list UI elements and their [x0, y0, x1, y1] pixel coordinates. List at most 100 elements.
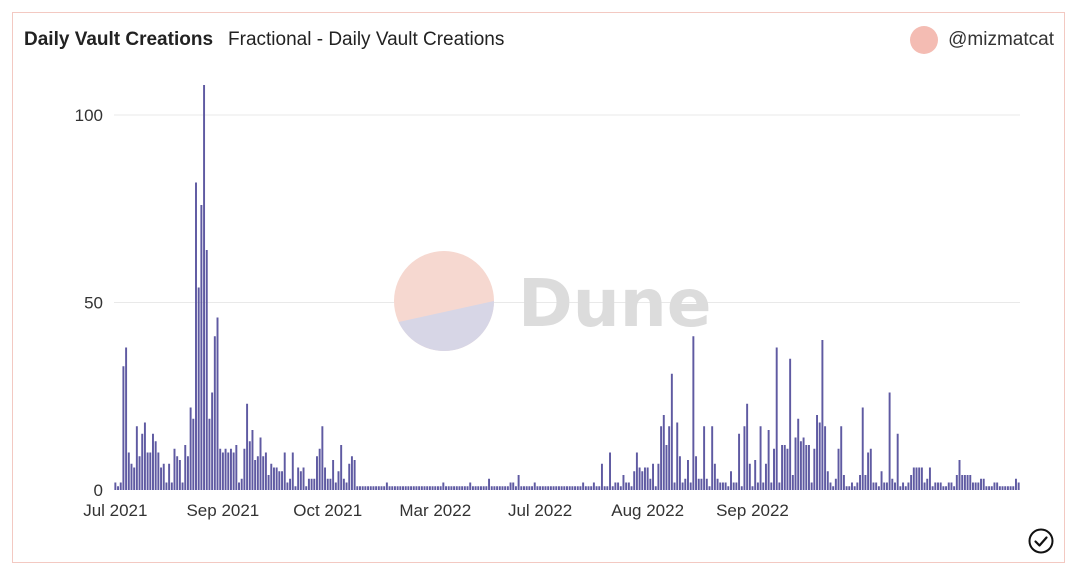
bar[interactable]	[506, 486, 509, 490]
bar[interactable]	[697, 478, 700, 490]
bar[interactable]	[713, 463, 716, 490]
bar[interactable]	[888, 392, 891, 491]
bar[interactable]	[641, 471, 644, 490]
bar[interactable]	[824, 426, 827, 490]
bar[interactable]	[388, 486, 391, 490]
bar[interactable]	[633, 471, 636, 490]
bar[interactable]	[867, 452, 870, 491]
bar[interactable]	[810, 482, 813, 491]
bar[interactable]	[439, 486, 442, 490]
bar[interactable]	[703, 426, 706, 490]
bar[interactable]	[539, 486, 542, 490]
bar[interactable]	[453, 486, 456, 490]
bar[interactable]	[600, 463, 603, 490]
bar[interactable]	[356, 486, 359, 490]
bar[interactable]	[466, 486, 469, 490]
bar[interactable]	[130, 463, 133, 490]
bar[interactable]	[369, 486, 372, 490]
bar[interactable]	[294, 486, 297, 490]
bar[interactable]	[756, 482, 759, 491]
bar[interactable]	[894, 482, 896, 491]
bar[interactable]	[576, 486, 579, 490]
bar[interactable]	[859, 475, 862, 490]
bar[interactable]	[533, 482, 536, 491]
bar[interactable]	[442, 482, 445, 491]
bar[interactable]	[584, 486, 587, 490]
bar[interactable]	[668, 426, 671, 490]
bar[interactable]	[864, 475, 867, 490]
bar[interactable]	[135, 426, 138, 490]
bar[interactable]	[939, 482, 942, 491]
bar[interactable]	[168, 463, 171, 490]
bar[interactable]	[635, 452, 638, 491]
bar[interactable]	[463, 486, 466, 490]
bar[interactable]	[117, 486, 119, 490]
bar[interactable]	[1012, 486, 1015, 490]
bar[interactable]	[926, 478, 929, 490]
bar[interactable]	[431, 486, 434, 490]
bar[interactable]	[1017, 482, 1020, 491]
bar[interactable]	[848, 486, 851, 490]
bar[interactable]	[235, 445, 238, 490]
bar[interactable]	[861, 407, 864, 491]
bar[interactable]	[278, 471, 281, 490]
bar[interactable]	[845, 486, 848, 490]
bar[interactable]	[853, 486, 856, 490]
bar[interactable]	[243, 448, 246, 490]
bar[interactable]	[512, 482, 515, 491]
bar[interactable]	[955, 475, 958, 490]
bar[interactable]	[799, 441, 802, 490]
bar[interactable]	[700, 478, 703, 490]
bar[interactable]	[786, 448, 789, 490]
bar[interactable]	[555, 486, 558, 490]
bar[interactable]	[383, 486, 386, 490]
bar[interactable]	[1009, 486, 1012, 490]
bar[interactable]	[200, 205, 203, 490]
bar[interactable]	[678, 456, 681, 490]
bar[interactable]	[415, 486, 418, 490]
bar[interactable]	[805, 445, 808, 490]
bar[interactable]	[490, 486, 493, 490]
bar[interactable]	[980, 478, 982, 490]
bar[interactable]	[928, 467, 931, 491]
bar[interactable]	[181, 482, 184, 491]
bar[interactable]	[178, 460, 181, 490]
bar[interactable]	[434, 486, 437, 490]
bar[interactable]	[353, 460, 356, 490]
bar[interactable]	[754, 460, 757, 490]
bar[interactable]	[910, 475, 913, 490]
bar[interactable]	[469, 482, 472, 491]
bar[interactable]	[350, 456, 353, 490]
bar[interactable]	[630, 486, 633, 490]
bar[interactable]	[727, 486, 730, 490]
bar[interactable]	[342, 478, 345, 490]
bar[interactable]	[455, 486, 458, 490]
bar[interactable]	[211, 392, 214, 491]
bar[interactable]	[982, 478, 985, 490]
bar[interactable]	[380, 486, 383, 490]
bar[interactable]	[224, 448, 227, 490]
bar[interactable]	[931, 486, 934, 490]
bar[interactable]	[514, 486, 517, 490]
bar[interactable]	[149, 452, 152, 491]
bar[interactable]	[692, 336, 695, 490]
bar[interactable]	[872, 482, 875, 491]
bar[interactable]	[348, 463, 351, 490]
bar[interactable]	[391, 486, 394, 490]
bar[interactable]	[802, 437, 805, 491]
bar[interactable]	[393, 486, 396, 490]
bar[interactable]	[289, 478, 292, 490]
bar[interactable]	[299, 471, 302, 490]
bar[interactable]	[143, 422, 146, 491]
bar[interactable]	[684, 478, 687, 490]
bar[interactable]	[238, 482, 240, 491]
bar[interactable]	[775, 347, 778, 491]
bar[interactable]	[985, 486, 988, 490]
bar[interactable]	[996, 482, 999, 491]
bar[interactable]	[127, 452, 130, 491]
bar[interactable]	[240, 478, 243, 490]
bar[interactable]	[345, 482, 348, 491]
bar[interactable]	[541, 486, 544, 490]
bar[interactable]	[361, 486, 364, 490]
bar[interactable]	[681, 482, 684, 491]
